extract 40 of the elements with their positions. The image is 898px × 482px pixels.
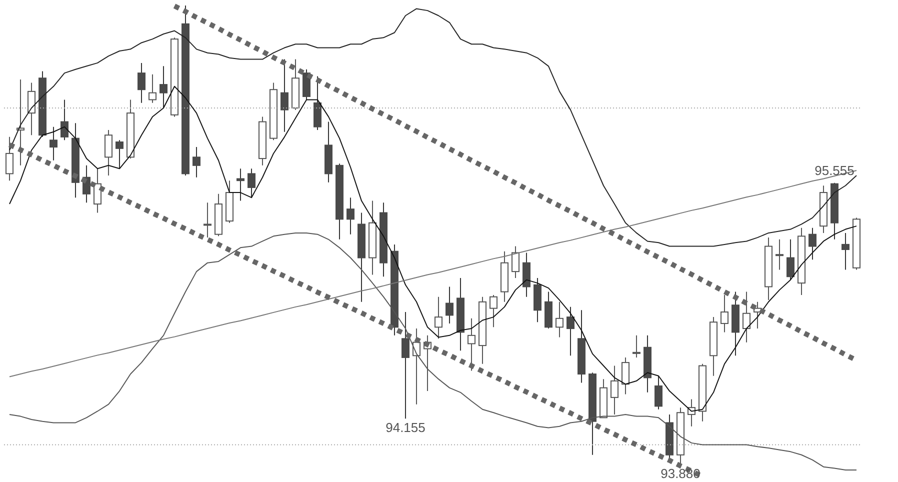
candlestick (302, 68, 310, 100)
candlestick (16, 78, 24, 166)
candlestick (104, 130, 112, 176)
candlestick (236, 168, 244, 202)
candlestick (192, 146, 200, 178)
candlestick (512, 246, 520, 278)
candlestick (160, 66, 168, 108)
candlestick (654, 375, 662, 410)
candlestick (94, 168, 102, 214)
candlestick (522, 252, 530, 298)
candlestick (720, 294, 728, 333)
candlestick (490, 294, 498, 328)
candlestick (622, 356, 630, 395)
candlestick (50, 126, 58, 161)
candlestick (566, 306, 574, 356)
candlestick (776, 238, 784, 270)
candlestick (248, 168, 256, 198)
candlestick (808, 227, 816, 260)
candlestick (742, 291, 750, 343)
candlestick (346, 197, 354, 235)
candlestick (60, 99, 68, 141)
candlestick (842, 232, 850, 270)
candlestick (148, 74, 156, 104)
candlestick (468, 318, 476, 372)
candlestick (28, 82, 36, 136)
candlestick (434, 296, 442, 340)
candlestick (204, 202, 212, 238)
candlestick (446, 286, 454, 324)
candlestick (556, 301, 564, 338)
annotation: 94.155 (386, 420, 426, 435)
candlestick (116, 140, 124, 170)
candlestick (786, 238, 794, 280)
candlestick (280, 58, 288, 132)
candlestick (632, 334, 640, 358)
candlestick (610, 365, 618, 415)
candlestick (138, 62, 146, 104)
candlestick (314, 76, 322, 131)
candlestick (402, 311, 410, 420)
candlestick (6, 136, 14, 182)
annotation: 95.555 (814, 162, 854, 178)
